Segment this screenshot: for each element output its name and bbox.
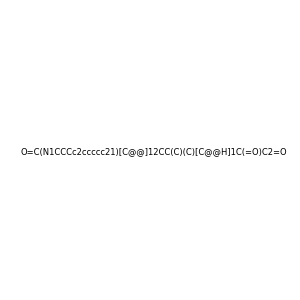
Text: O=C(N1CCCc2ccccc21)[C@@]12CC(C)(C)[C@@H]1C(=O)C2=O: O=C(N1CCCc2ccccc21)[C@@]12CC(C)(C)[C@@H]…: [20, 147, 287, 156]
